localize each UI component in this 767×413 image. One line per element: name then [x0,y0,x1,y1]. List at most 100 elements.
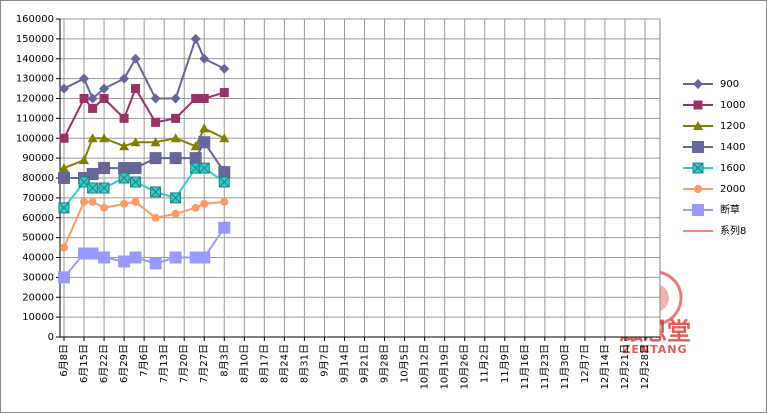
x-tick-label: 10月19日 [439,344,451,389]
marker [191,94,201,103]
marker [118,255,131,268]
marker [59,133,69,143]
marker [692,162,704,174]
legend-label: 1200 [720,121,745,132]
legend-label: 断草 [720,203,740,216]
x-tick-label: 6月29日 [118,344,130,383]
series [59,84,229,143]
x-tick-label: 9月7日 [318,344,330,377]
legend-label: 2000 [720,184,745,195]
marker [693,79,703,89]
marker [130,53,141,64]
legend-label: 1400 [720,142,745,153]
marker [79,94,89,103]
marker [150,186,162,198]
marker [199,94,209,103]
marker [100,203,109,212]
marker [189,152,202,165]
marker [79,73,90,84]
marker [60,243,68,252]
marker [218,166,231,179]
marker [149,152,162,165]
marker [87,182,99,194]
marker [58,202,70,214]
y-tick-label: 110000 [16,113,54,124]
marker [200,199,209,208]
x-tick-label: 9月14日 [338,344,350,383]
x-tick-label: 6月15日 [78,344,90,383]
y-tick-label: 80000 [22,173,54,184]
marker [130,137,141,147]
legend-label: 1600 [720,163,745,174]
y-tick-label: 150000 [16,34,54,45]
x-tick-label: 8月17日 [258,344,270,383]
x-tick-label: 10月5日 [399,344,411,383]
marker [129,162,142,175]
marker [150,93,161,104]
marker [98,162,111,175]
marker [98,251,111,264]
x-tick-label: 6月22日 [98,344,110,383]
marker [190,33,201,44]
marker [78,176,90,188]
y-tick-label: 70000 [22,193,54,204]
marker [170,133,181,143]
marker [220,197,229,206]
marker [149,257,162,270]
marker [198,251,211,264]
marker [169,152,182,165]
marker [59,163,69,173]
y-tick-label: 120000 [16,94,54,105]
y-tick-label: 160000 [16,14,54,25]
marker [98,182,110,194]
marker [119,73,130,84]
marker [150,137,161,147]
x-tick-label: 11月2日 [479,344,491,383]
x-tick-label: 9月28日 [379,344,391,383]
marker [130,176,142,188]
y-tick-label: 130000 [16,74,54,85]
x-tick-label: 12月28日 [639,344,651,389]
x-tick-label: 6月8日 [58,344,70,377]
marker [120,199,129,208]
marker [218,176,230,188]
marker [171,113,181,123]
marker [118,172,130,184]
y-tick-label: 20000 [22,292,54,303]
legend-label: 1000 [720,100,745,111]
x-tick-label: 11月23日 [539,344,551,389]
marker [129,251,142,264]
y-tick-label: 60000 [22,213,54,224]
marker [131,197,140,206]
marker [219,63,230,74]
marker [86,168,99,181]
marker [169,251,182,264]
series [58,136,231,184]
marker [171,209,180,218]
y-tick-label: 40000 [22,253,54,264]
y-tick-label: 0 [48,332,54,343]
x-tick-label: 11月9日 [499,344,511,383]
y-tick-label: 30000 [22,272,54,283]
marker [198,162,210,174]
y-tick-label: 140000 [16,54,54,65]
x-tick-label: 9月21日 [359,344,371,383]
marker [693,100,703,110]
marker [693,121,703,130]
marker [79,155,90,165]
marker [219,133,230,143]
marker [218,221,231,234]
y-tick-label: 10000 [22,312,54,323]
marker [199,123,210,133]
x-tick-label: 11月30日 [559,344,571,389]
marker [58,271,70,284]
marker [131,84,141,94]
marker [692,204,704,216]
marker [118,162,131,175]
y-tick-label: 50000 [22,233,54,244]
x-tick-label: 7月20日 [178,344,190,383]
marker [198,136,211,149]
marker [88,197,97,206]
marker [99,94,109,103]
marker [88,103,98,113]
